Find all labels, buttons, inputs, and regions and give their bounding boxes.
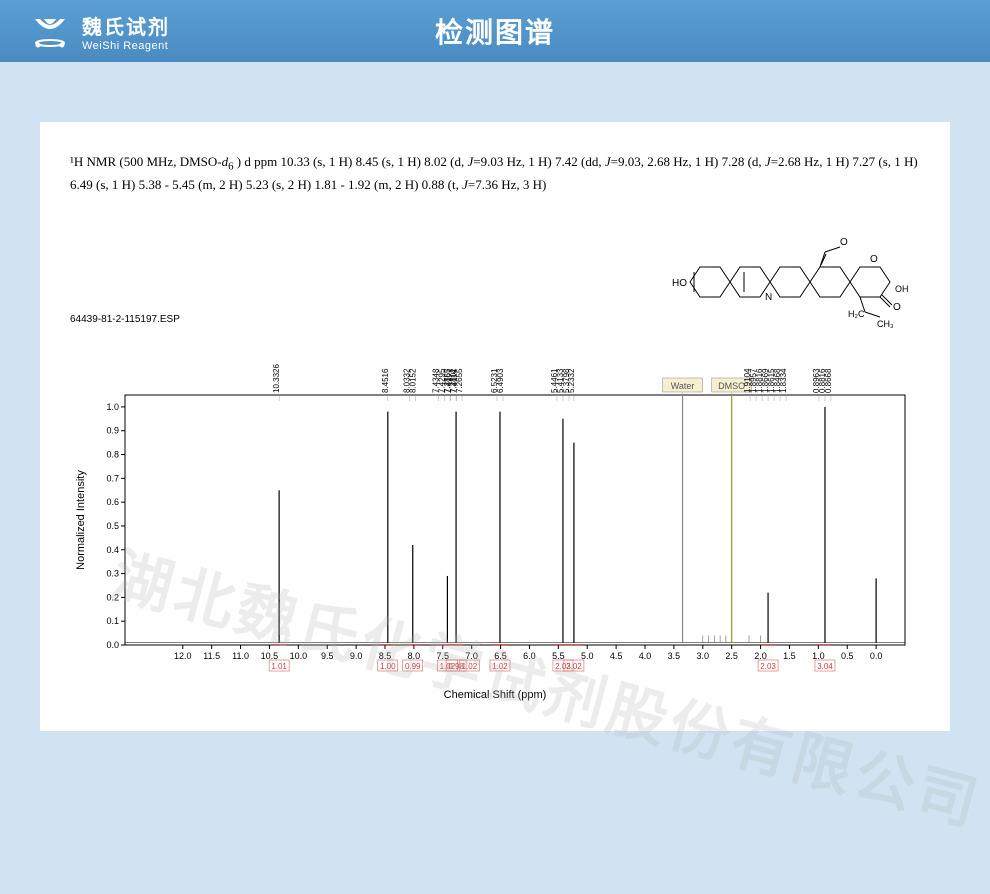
- svg-text:7.2655: 7.2655: [455, 368, 464, 393]
- svg-text:0.0: 0.0: [870, 651, 883, 661]
- svg-text:2.03: 2.03: [760, 662, 776, 671]
- paper-area: ¹H NMR (500 MHz, DMSO-d6 ) d ppm 10.33 (…: [40, 122, 950, 731]
- svg-text:1.5: 1.5: [783, 651, 796, 661]
- struct-n: N: [765, 292, 772, 303]
- svg-text:2.0: 2.0: [754, 651, 767, 661]
- content-background: ¹H NMR (500 MHz, DMSO-d6 ) d ppm 10.33 (…: [0, 62, 990, 894]
- svg-text:1.00: 1.00: [380, 662, 396, 671]
- logo-icon: [30, 11, 70, 51]
- svg-text:DMSO: DMSO: [718, 381, 745, 391]
- svg-text:11.5: 11.5: [203, 651, 220, 661]
- esp-label: 64439-81-2-115197.ESP: [70, 314, 920, 325]
- svg-text:5.0: 5.0: [581, 651, 594, 661]
- j2v: =9.03, 2.68 Hz, 1 H) 7.28 (d,: [611, 154, 765, 169]
- svg-text:1.01: 1.01: [271, 662, 287, 671]
- logo-area: 魏氏试剂 WeiShi Reagent: [0, 11, 170, 52]
- struct-o1: O: [840, 237, 848, 248]
- svg-text:9.5: 9.5: [321, 651, 334, 661]
- svg-text:0.2: 0.2: [106, 593, 119, 603]
- nmr-spectrum-chart: Normalized Intensity 0.0 0.1 0.2 0.3 0.4 0.5 0.…: [70, 325, 920, 685]
- svg-text:0.6: 0.6: [106, 497, 119, 507]
- svg-text:Water: Water: [671, 381, 695, 391]
- logo-text: 魏氏试剂 WeiShi Reagent: [82, 11, 170, 52]
- svg-text:5.2332: 5.2332: [567, 368, 576, 393]
- nmr-description: ¹H NMR (500 MHz, DMSO-d6 ) d ppm 10.33 (…: [70, 152, 920, 194]
- svg-text:6.4903: 6.4903: [496, 368, 505, 393]
- struct-o3: O: [893, 302, 901, 313]
- j1v: =9.03 Hz, 1 H) 7.42 (dd,: [473, 154, 605, 169]
- svg-text:0.99: 0.99: [405, 662, 421, 671]
- struct-ho: HO: [672, 278, 687, 289]
- svg-text:8.0152: 8.0152: [409, 368, 418, 393]
- nmr-seg1: ¹H NMR (500 MHz, DMSO-: [70, 154, 222, 169]
- header-bar: 魏氏试剂 WeiShi Reagent 检测图谱: [0, 0, 990, 62]
- svg-text:7.0: 7.0: [465, 651, 478, 661]
- svg-text:8.4516: 8.4516: [381, 368, 390, 393]
- svg-text:0.3: 0.3: [106, 569, 119, 579]
- svg-text:3.04: 3.04: [817, 662, 833, 671]
- svg-text:10.0: 10.0: [290, 651, 308, 661]
- svg-text:10.5: 10.5: [261, 651, 279, 661]
- svg-text:0.5: 0.5: [841, 651, 854, 661]
- page-title: 检测图谱: [435, 11, 555, 51]
- svg-text:0.8: 0.8: [106, 450, 119, 460]
- svg-text:2.5: 2.5: [725, 651, 738, 661]
- svg-text:4.0: 4.0: [639, 651, 652, 661]
- svg-text:Normalized Intensity: Normalized Intensity: [75, 470, 87, 570]
- svg-text:7.5: 7.5: [437, 651, 450, 661]
- svg-text:1.0: 1.0: [812, 651, 825, 661]
- svg-text:12.0: 12.0: [174, 651, 192, 661]
- svg-text:0.8668: 0.8668: [824, 368, 833, 393]
- svg-text:3.5: 3.5: [668, 651, 681, 661]
- struct-oh: OH: [895, 284, 909, 294]
- svg-text:1.02: 1.02: [492, 662, 508, 671]
- svg-text:0.0: 0.0: [106, 640, 119, 650]
- svg-text:6.0: 6.0: [523, 651, 536, 661]
- svg-text:11.0: 11.0: [232, 651, 249, 661]
- j4v: =7.36 Hz, 3 H): [468, 177, 546, 192]
- struct-o2: O: [870, 254, 878, 265]
- svg-text:10.3326: 10.3326: [272, 364, 281, 393]
- svg-text:0.5: 0.5: [106, 521, 119, 531]
- svg-text:1.0: 1.0: [106, 402, 119, 412]
- svg-text:0.9: 0.9: [106, 426, 119, 436]
- svg-text:9.0: 9.0: [350, 651, 363, 661]
- svg-text:3.0: 3.0: [697, 651, 710, 661]
- logo-cn: 魏氏试剂: [82, 11, 170, 40]
- svg-text:0.1: 0.1: [106, 617, 119, 627]
- svg-text:2.02: 2.02: [566, 662, 582, 671]
- svg-text:8.0: 8.0: [408, 651, 421, 661]
- svg-text:4.5: 4.5: [610, 651, 623, 661]
- svg-text:0.98: 0.98: [448, 662, 464, 671]
- svg-text:5.5: 5.5: [552, 651, 565, 661]
- x-axis-label: Chemical Shift (ppm): [70, 689, 920, 701]
- svg-text:1.02: 1.02: [462, 662, 478, 671]
- svg-text:0.4: 0.4: [106, 545, 119, 555]
- svg-text:0.7: 0.7: [106, 474, 119, 484]
- logo-en: WeiShi Reagent: [82, 40, 170, 52]
- svg-text:8.5: 8.5: [379, 651, 392, 661]
- nmr-seg2: ) d ppm 10.33 (s, 1 H) 8.45 (s, 1 H) 8.0…: [234, 154, 468, 169]
- svg-text:1.8334: 1.8334: [779, 368, 788, 393]
- spectrum-area: 64439-81-2-115197.ESP Normalized Intensi…: [70, 314, 920, 701]
- svg-text:6.5: 6.5: [494, 651, 507, 661]
